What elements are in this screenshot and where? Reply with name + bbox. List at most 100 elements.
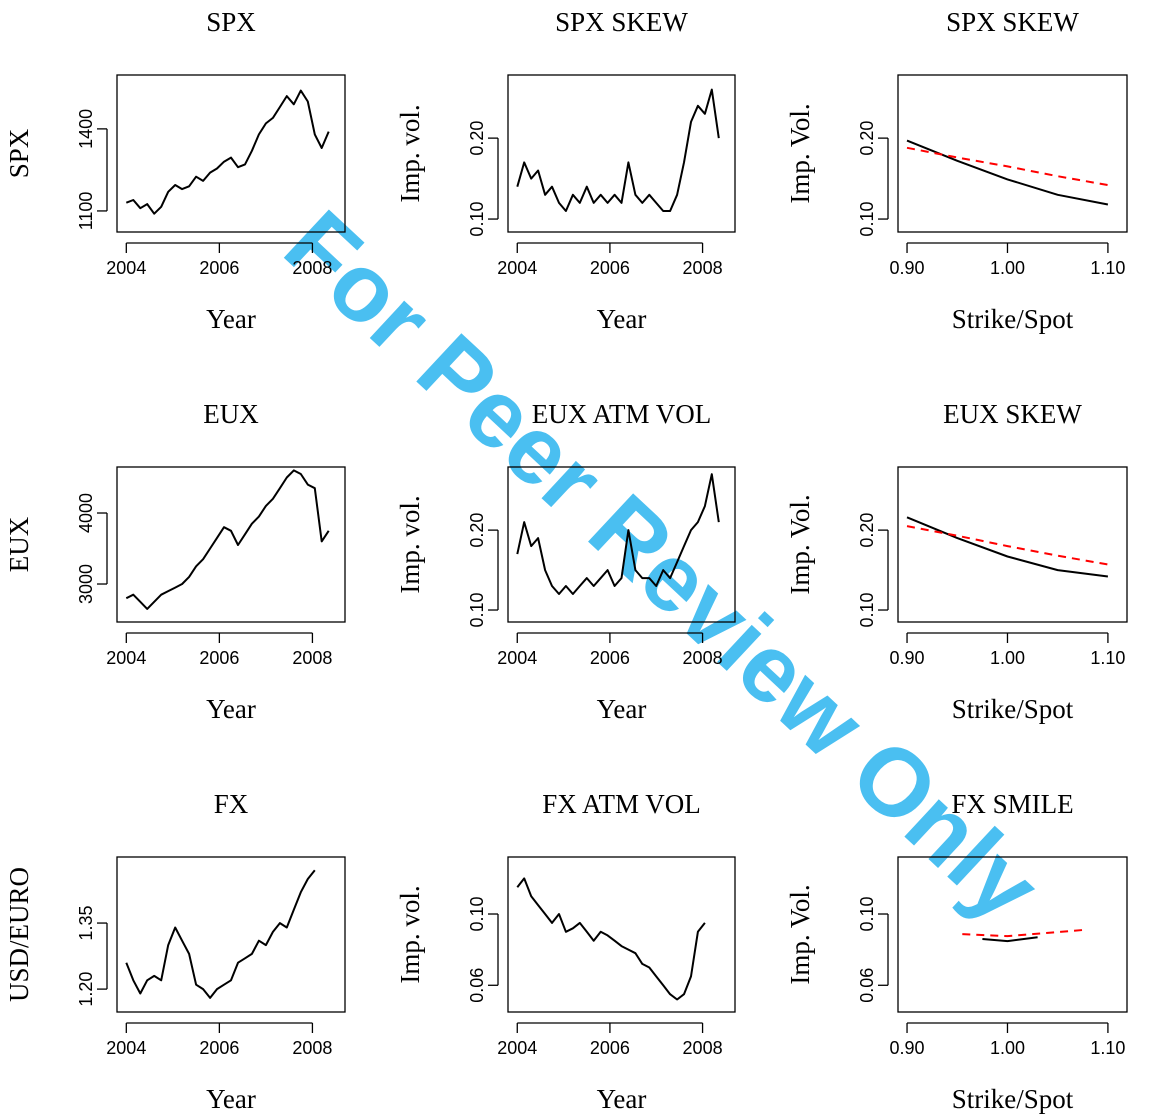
x-axis-label: Year (597, 694, 647, 724)
plot-box (116, 466, 346, 623)
y-tick-label: 1.35 (76, 906, 96, 941)
y-axis-label: Imp. vol. (395, 104, 425, 202)
panel-title: EUX SKEW (943, 399, 1082, 429)
panel: FX Year USD/EURO 2004 2006 2008 1.20 1.35 (4, 789, 346, 1114)
y-axis-label: Imp. vol. (395, 495, 425, 593)
y-axis-label: Imp. Vol. (785, 494, 815, 594)
panel: SPX Year SPX 2004 2006 2008 1100 1400 (4, 7, 346, 334)
x-axis-label: Strike/Spot (952, 1084, 1074, 1114)
panel-title: SPX (206, 7, 256, 37)
x-axis-label: Year (597, 304, 647, 334)
x-tick-label: 2008 (292, 1038, 332, 1058)
x-tick-label: 2006 (199, 648, 239, 668)
x-tick-label: 2008 (292, 258, 332, 278)
y-tick-label: 0.10 (467, 896, 487, 931)
x-tick-label: 2008 (683, 258, 723, 278)
x-tick-label: 2008 (683, 648, 723, 668)
panel: EUX Year EUX 2004 2006 2008 3000 4000 (4, 399, 346, 724)
panel-title: EUX (203, 399, 259, 429)
series-line (906, 139, 1109, 206)
plot-box (116, 856, 346, 1013)
panel-title: EUX ATM VOL (532, 399, 712, 429)
y-axis-label: SPX (4, 128, 34, 178)
x-tick-label: 0.90 (890, 1038, 925, 1058)
y-tick-label: 1100 (76, 192, 96, 231)
watermark: For Peer Review Only (265, 191, 1060, 942)
plot-box (507, 466, 736, 623)
plot-box (116, 74, 346, 233)
x-axis-label: Strike/Spot (952, 304, 1074, 334)
series-line (906, 146, 1109, 187)
panel-title: SPX SKEW (946, 7, 1079, 37)
y-tick-label: 0.10 (857, 592, 877, 627)
series-line (962, 929, 1083, 938)
y-tick-label: 0.10 (857, 202, 877, 237)
y-axis-label: USD/EURO (4, 867, 34, 1002)
x-tick-label: 2006 (199, 258, 239, 278)
x-tick-label: 2008 (683, 1038, 723, 1058)
y-tick-label: 0.20 (467, 513, 487, 548)
series-line (516, 88, 720, 212)
x-tick-label: 1.00 (990, 258, 1025, 278)
y-axis-label: EUX (4, 516, 34, 572)
panel: SPX SKEW Year Imp. vol. 2004 2006 2008 0.10 0.2… (395, 7, 736, 334)
y-tick-label: 0.10 (857, 896, 877, 931)
y-tick-label: 0.06 (857, 968, 877, 1003)
y-axis-label: Imp. Vol. (785, 103, 815, 203)
series-line (125, 89, 330, 215)
y-tick-label: 3000 (76, 564, 96, 604)
panel: EUX SKEW Strike/Spot Imp. Vol. 0.90 1.00 1.10… (785, 399, 1128, 724)
x-tick-label: 2008 (292, 648, 332, 668)
y-tick-label: 4000 (76, 493, 96, 533)
y-tick-label: 0.10 (467, 202, 487, 237)
x-axis-label: Strike/Spot (952, 694, 1074, 724)
x-tick-label: 2004 (497, 1038, 537, 1058)
panel: FX ATM VOL Year Imp. vol. 2004 2006 2008 0.06 0… (395, 789, 736, 1114)
series-line (516, 473, 720, 595)
x-tick-label: 0.90 (890, 258, 925, 278)
x-tick-label: 0.90 (890, 648, 925, 668)
y-tick-label: 0.20 (467, 121, 487, 156)
x-tick-label: 1.00 (990, 1038, 1025, 1058)
plot-box (897, 74, 1128, 233)
x-axis-label: Year (206, 304, 256, 334)
series-line (982, 936, 1038, 943)
series-line (906, 516, 1109, 578)
x-tick-label: 1.10 (1090, 1038, 1125, 1058)
plot-box (507, 856, 736, 1013)
plot-box (897, 856, 1128, 1013)
y-tick-label: 0.20 (857, 513, 877, 548)
x-tick-label: 1.10 (1090, 648, 1125, 668)
x-tick-label: 2004 (497, 258, 537, 278)
x-tick-label: 2006 (590, 258, 630, 278)
panel: EUX ATM VOL Year Imp. vol. 2004 2006 2008 0.10… (395, 399, 736, 724)
x-tick-label: 2004 (106, 648, 146, 668)
x-tick-label: 1.00 (990, 648, 1025, 668)
x-tick-label: 2006 (590, 648, 630, 668)
series-line (516, 877, 706, 1001)
x-tick-label: 2004 (106, 1038, 146, 1058)
y-tick-label: 1.20 (76, 972, 96, 1007)
y-tick-label: 0.06 (467, 968, 487, 1003)
plot-box (507, 74, 736, 233)
panel-title: FX SMILE (951, 789, 1073, 819)
y-tick-label: 0.10 (467, 592, 487, 627)
x-tick-label: 2006 (590, 1038, 630, 1058)
x-tick-label: 1.10 (1090, 258, 1125, 278)
y-tick-label: 1400 (76, 109, 96, 149)
panel-title: SPX SKEW (555, 7, 688, 37)
panel: FX SMILE Strike/Spot Imp. Vol. 0.90 1.00 1.10… (785, 789, 1128, 1114)
panel-title: FX (214, 789, 249, 819)
series-line (125, 869, 316, 999)
x-tick-label: 2006 (199, 1038, 239, 1058)
x-axis-label: Year (597, 1084, 647, 1114)
x-axis-label: Year (206, 694, 256, 724)
x-tick-label: 2004 (497, 648, 537, 668)
x-tick-label: 2004 (106, 258, 146, 278)
x-axis-label: Year (206, 1084, 256, 1114)
series-line (906, 525, 1109, 566)
series-line (125, 469, 330, 610)
y-axis-label: Imp. vol. (395, 885, 425, 983)
plot-box (897, 466, 1128, 623)
y-tick-label: 0.20 (857, 121, 877, 156)
